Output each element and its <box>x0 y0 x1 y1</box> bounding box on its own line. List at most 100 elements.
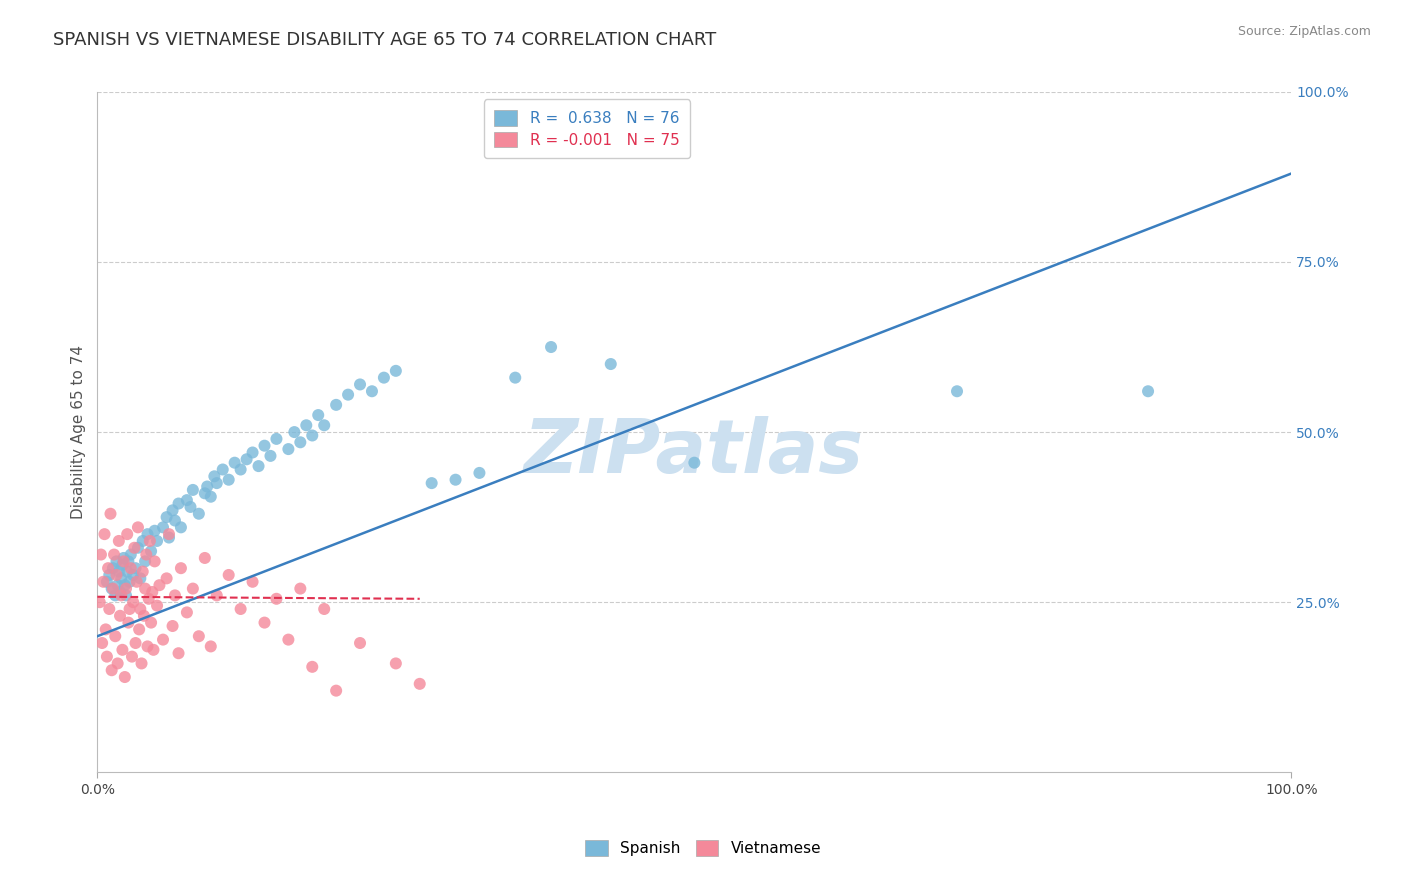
Point <box>142 643 165 657</box>
Point <box>129 571 152 585</box>
Point <box>146 599 169 613</box>
Point <box>105 568 128 582</box>
Point <box>100 663 122 677</box>
Point <box>134 554 156 568</box>
Point <box>127 520 149 534</box>
Point <box>118 574 141 589</box>
Point <box>181 483 204 497</box>
Point <box>170 561 193 575</box>
Point <box>110 588 132 602</box>
Point <box>108 608 131 623</box>
Point <box>112 551 135 566</box>
Point <box>114 578 136 592</box>
Point <box>266 432 288 446</box>
Point <box>444 473 467 487</box>
Point <box>295 418 318 433</box>
Point <box>131 657 153 671</box>
Point <box>134 582 156 596</box>
Point <box>121 649 143 664</box>
Point <box>325 398 347 412</box>
Point <box>242 445 264 459</box>
Point <box>136 527 159 541</box>
Point <box>163 514 186 528</box>
Point <box>349 377 371 392</box>
Point <box>100 507 122 521</box>
Point <box>337 387 360 401</box>
Y-axis label: Disability Age 65 to 74: Disability Age 65 to 74 <box>72 345 86 519</box>
Point <box>118 602 141 616</box>
Point <box>167 646 190 660</box>
Point <box>148 578 170 592</box>
Point <box>110 571 132 585</box>
Point <box>104 588 127 602</box>
Point <box>187 629 209 643</box>
Point <box>139 544 162 558</box>
Point <box>277 632 299 647</box>
Point <box>200 490 222 504</box>
Point <box>349 636 371 650</box>
Point <box>155 571 177 585</box>
Point <box>229 602 252 616</box>
Point <box>385 364 408 378</box>
Point <box>283 425 305 439</box>
Point <box>91 574 114 589</box>
Point <box>946 384 969 399</box>
Point <box>385 657 408 671</box>
Point <box>167 496 190 510</box>
Text: SPANISH VS VIETNAMESE DISABILITY AGE 65 TO 74 CORRELATION CHART: SPANISH VS VIETNAMESE DISABILITY AGE 65 … <box>53 31 717 49</box>
Point <box>124 636 146 650</box>
Point <box>115 588 138 602</box>
Point <box>111 643 134 657</box>
Point <box>122 568 145 582</box>
Point <box>100 582 122 596</box>
Point <box>139 615 162 630</box>
Point <box>162 503 184 517</box>
Point <box>139 533 162 548</box>
Point <box>117 554 139 568</box>
Point <box>101 561 124 575</box>
Point <box>157 531 180 545</box>
Point <box>162 619 184 633</box>
Point <box>290 582 312 596</box>
Point <box>96 574 118 589</box>
Point <box>420 476 443 491</box>
Legend: Spanish, Vietnamese: Spanish, Vietnamese <box>579 834 827 862</box>
Point <box>101 582 124 596</box>
Point <box>218 568 240 582</box>
Point <box>277 442 299 456</box>
Point <box>132 565 155 579</box>
Point <box>96 649 118 664</box>
Point <box>290 435 312 450</box>
Point <box>97 561 120 575</box>
Point <box>599 357 621 371</box>
Point <box>409 677 432 691</box>
Point <box>307 408 329 422</box>
Point <box>94 623 117 637</box>
Point <box>107 657 129 671</box>
Point <box>90 548 112 562</box>
Point <box>136 640 159 654</box>
Point <box>202 469 225 483</box>
Point <box>540 340 562 354</box>
Point <box>253 439 276 453</box>
Point <box>132 533 155 548</box>
Point <box>108 565 131 579</box>
Point <box>108 533 131 548</box>
Point <box>266 591 288 606</box>
Point <box>122 595 145 609</box>
Point <box>503 370 526 384</box>
Point <box>301 428 323 442</box>
Point <box>325 683 347 698</box>
Point <box>138 591 160 606</box>
Point <box>143 554 166 568</box>
Point <box>91 636 114 650</box>
Point <box>98 568 121 582</box>
Point <box>181 582 204 596</box>
Point <box>105 554 128 568</box>
Point <box>235 452 257 467</box>
Point <box>1137 384 1160 399</box>
Point <box>124 561 146 575</box>
Point <box>107 578 129 592</box>
Point <box>152 632 174 647</box>
Point <box>155 510 177 524</box>
